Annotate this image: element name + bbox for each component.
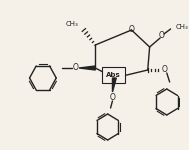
Text: O: O — [109, 93, 115, 102]
Text: Abs: Abs — [106, 72, 121, 78]
Text: CH₃: CH₃ — [65, 21, 78, 27]
Text: O: O — [129, 26, 134, 34]
Text: O: O — [162, 64, 168, 74]
Text: O: O — [158, 32, 164, 40]
Polygon shape — [79, 66, 95, 70]
FancyBboxPatch shape — [102, 67, 125, 83]
Text: CH₃: CH₃ — [175, 24, 188, 30]
Text: O: O — [72, 63, 78, 72]
Polygon shape — [112, 78, 116, 92]
